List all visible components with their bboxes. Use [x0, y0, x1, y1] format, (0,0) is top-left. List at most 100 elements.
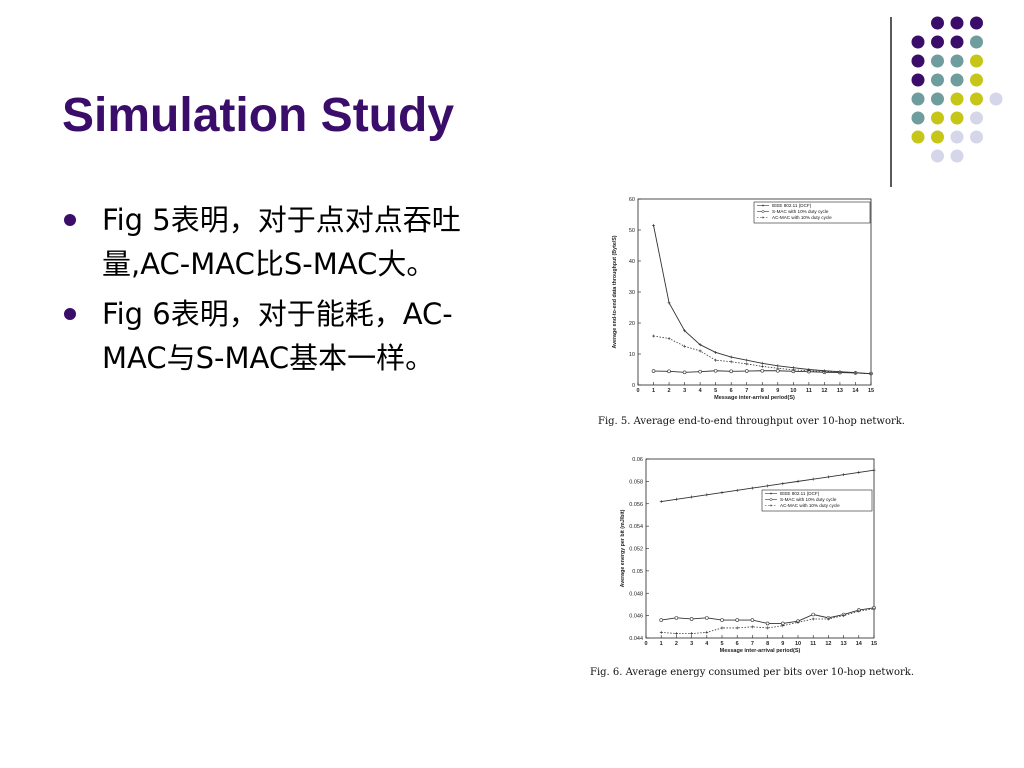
data-point [796, 479, 800, 483]
decor-dot [950, 16, 964, 30]
x-tick-label: 12 [821, 388, 827, 394]
bullet-text: Fig 5表明，对于点对点吞吐量,AC-MAC比S-MAC大。 [102, 203, 461, 281]
data-point [720, 618, 724, 622]
data-point [714, 358, 718, 362]
decor-dot [911, 92, 925, 106]
x-tick-label: 13 [837, 388, 843, 394]
legend-marker [769, 492, 773, 495]
data-point [745, 362, 749, 366]
x-tick-label: 0 [644, 641, 647, 647]
data-point [853, 371, 857, 375]
decor-dot [950, 73, 964, 87]
bullet-item: Fig 6表明，对于能耗，AC-MAC与S-MAC基本一样。 [62, 292, 492, 380]
slide-title: Simulation Study [62, 89, 455, 142]
legend-label: IEEE 802.11 (DCF) [780, 491, 820, 496]
x-tick-label: 1 [652, 388, 655, 394]
decor-dot [950, 111, 964, 125]
x-tick-label: 10 [790, 388, 796, 394]
y-tick-label: 0.06 [632, 457, 643, 463]
data-point [735, 626, 739, 630]
y-tick-label: 0.056 [629, 502, 643, 508]
data-point [791, 368, 795, 372]
x-tick-label: 7 [751, 641, 754, 647]
decor-dot [989, 92, 1003, 106]
decor-dot [911, 35, 925, 49]
decor-dot [970, 111, 983, 125]
legend-label: AC-MAC with 10% duty cycle [772, 215, 832, 220]
x-tick-label: 13 [841, 641, 847, 647]
bullet-dot-icon [64, 308, 76, 320]
data-point [698, 349, 702, 353]
data-point [659, 618, 663, 622]
data-point [698, 343, 702, 347]
data-point [705, 630, 709, 634]
data-point [729, 369, 733, 374]
data-point [682, 370, 687, 375]
data-point [705, 493, 709, 497]
bullet-text: Fig 6表明，对于能耗，AC-MAC与S-MAC基本一样。 [102, 297, 453, 375]
y-tick-label: 0.058 [629, 479, 643, 485]
decor-dot [950, 92, 964, 106]
series-line [653, 335, 872, 375]
data-point [750, 625, 754, 629]
decor-dot [931, 149, 944, 163]
plot-frame [637, 198, 872, 386]
decor-dot [950, 130, 964, 144]
data-point [776, 366, 780, 370]
data-point [705, 616, 709, 620]
data-point [667, 337, 671, 340]
decor-dot [911, 54, 925, 68]
data-point [698, 369, 702, 374]
x-axis-label: Message inter-arrival period(S) [714, 395, 795, 401]
decor-dot [931, 35, 944, 49]
data-point [765, 621, 770, 626]
legend-label: IEEE 802.11 (DCF) [772, 203, 812, 208]
decor-dot [970, 16, 983, 30]
x-tick-label: 14 [856, 641, 863, 647]
data-point [744, 369, 749, 373]
energy-chart: 0.044 0.046 0.048 0.05 0.052 0.054 0.056 0.058 0… [620, 457, 877, 654]
data-point [652, 334, 656, 338]
plot-frame [645, 458, 875, 639]
decor-dot [950, 35, 964, 49]
data-point [690, 495, 694, 499]
x-tick-label: 6 [730, 388, 733, 394]
x-tick-label: 15 [871, 641, 877, 647]
y-tick-label: 0.054 [629, 524, 643, 530]
x-tick-label: 0 [636, 388, 639, 394]
data-point [720, 491, 724, 495]
data-point [842, 473, 846, 477]
legend-marker [761, 210, 765, 213]
data-point [659, 500, 663, 504]
legend-label: S-MAC with 10% duty cycle [780, 497, 837, 502]
decor-dot [970, 92, 983, 106]
data-point [842, 614, 846, 618]
data-point [838, 370, 842, 374]
data-point [652, 223, 656, 227]
x-tick-label: 12 [825, 641, 831, 647]
data-point [689, 617, 694, 621]
decor-dot [911, 111, 925, 125]
x-tick-label: 2 [668, 388, 671, 394]
divider-line [890, 17, 892, 187]
data-point [659, 630, 663, 634]
y-tick-label: 0 [632, 383, 635, 389]
series-line [661, 608, 875, 634]
data-point [760, 368, 765, 373]
x-tick-label: 5 [714, 388, 717, 394]
data-point [735, 488, 739, 492]
decor-dot [931, 92, 944, 106]
data-point [826, 475, 830, 479]
x-tick-label: 7 [745, 388, 748, 394]
figure-5: 0 10 20 30 40 50 60 0 1 2 3 4 5 6 7 8 9 10 11 12 13 14 15 Messa… [598, 192, 905, 432]
data-point [781, 624, 785, 628]
data-point [766, 484, 770, 488]
x-tick-label: 14 [852, 388, 859, 394]
y-tick-label: 10 [629, 352, 635, 358]
legend-marker [761, 216, 765, 219]
x-tick-label: 8 [761, 388, 764, 394]
decor-dot [931, 16, 944, 30]
x-tick-label: 4 [705, 641, 709, 647]
x-tick-label: 10 [795, 641, 801, 647]
data-point [822, 370, 826, 374]
